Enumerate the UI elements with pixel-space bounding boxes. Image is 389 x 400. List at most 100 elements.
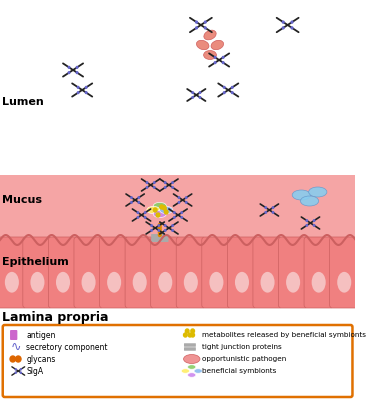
Circle shape bbox=[76, 72, 78, 74]
FancyBboxPatch shape bbox=[176, 237, 205, 308]
Circle shape bbox=[199, 96, 201, 98]
Circle shape bbox=[291, 21, 293, 23]
Ellipse shape bbox=[147, 206, 160, 214]
Ellipse shape bbox=[5, 272, 19, 293]
Circle shape bbox=[138, 197, 140, 198]
Circle shape bbox=[158, 234, 161, 236]
Circle shape bbox=[131, 202, 132, 203]
FancyBboxPatch shape bbox=[0, 237, 26, 308]
Ellipse shape bbox=[203, 50, 216, 60]
Circle shape bbox=[272, 212, 274, 213]
Circle shape bbox=[16, 356, 21, 362]
Ellipse shape bbox=[235, 272, 249, 293]
Circle shape bbox=[68, 72, 70, 74]
Circle shape bbox=[172, 186, 173, 188]
Circle shape bbox=[158, 225, 159, 226]
Circle shape bbox=[156, 213, 160, 217]
FancyBboxPatch shape bbox=[279, 237, 308, 308]
Circle shape bbox=[186, 202, 187, 203]
Ellipse shape bbox=[184, 272, 198, 293]
FancyBboxPatch shape bbox=[184, 343, 196, 347]
Circle shape bbox=[231, 92, 233, 94]
Ellipse shape bbox=[261, 272, 275, 293]
Circle shape bbox=[191, 329, 194, 333]
Circle shape bbox=[282, 27, 284, 29]
Circle shape bbox=[204, 21, 206, 23]
Ellipse shape bbox=[181, 369, 189, 373]
Text: ∿: ∿ bbox=[10, 340, 21, 354]
Circle shape bbox=[158, 231, 161, 234]
Circle shape bbox=[223, 92, 225, 94]
Circle shape bbox=[214, 62, 216, 64]
Ellipse shape bbox=[292, 190, 310, 200]
Circle shape bbox=[265, 212, 266, 213]
Circle shape bbox=[131, 197, 132, 198]
Circle shape bbox=[154, 182, 155, 183]
Text: opportunistic pathogen: opportunistic pathogen bbox=[202, 356, 286, 362]
Circle shape bbox=[191, 333, 194, 337]
Circle shape bbox=[76, 66, 78, 68]
FancyBboxPatch shape bbox=[227, 237, 257, 308]
Ellipse shape bbox=[300, 196, 319, 206]
Ellipse shape bbox=[187, 365, 196, 369]
Circle shape bbox=[86, 86, 87, 88]
Circle shape bbox=[151, 225, 152, 226]
Circle shape bbox=[314, 220, 315, 222]
Circle shape bbox=[178, 202, 180, 203]
Circle shape bbox=[146, 186, 148, 188]
Circle shape bbox=[20, 372, 21, 373]
Circle shape bbox=[77, 92, 79, 94]
Text: secretory component: secretory component bbox=[26, 342, 108, 352]
Circle shape bbox=[158, 224, 161, 226]
Ellipse shape bbox=[286, 272, 300, 293]
Circle shape bbox=[138, 202, 140, 203]
Circle shape bbox=[173, 212, 175, 214]
Circle shape bbox=[181, 212, 182, 214]
FancyBboxPatch shape bbox=[23, 237, 52, 308]
Circle shape bbox=[158, 228, 161, 232]
FancyBboxPatch shape bbox=[329, 237, 359, 308]
Ellipse shape bbox=[133, 272, 147, 293]
Ellipse shape bbox=[82, 272, 96, 293]
Ellipse shape bbox=[337, 272, 351, 293]
Circle shape bbox=[204, 27, 206, 29]
Ellipse shape bbox=[312, 272, 326, 293]
Circle shape bbox=[181, 217, 182, 218]
Circle shape bbox=[165, 210, 168, 214]
Circle shape bbox=[172, 225, 173, 226]
Circle shape bbox=[144, 212, 146, 214]
FancyBboxPatch shape bbox=[125, 237, 154, 308]
FancyBboxPatch shape bbox=[184, 347, 196, 351]
Ellipse shape bbox=[56, 272, 70, 293]
Circle shape bbox=[223, 62, 224, 64]
Circle shape bbox=[68, 66, 70, 68]
Ellipse shape bbox=[158, 272, 172, 293]
Circle shape bbox=[86, 92, 87, 94]
Text: tight junction proteins: tight junction proteins bbox=[202, 344, 282, 350]
Circle shape bbox=[15, 369, 16, 370]
Circle shape bbox=[173, 217, 175, 218]
FancyBboxPatch shape bbox=[202, 237, 231, 308]
Circle shape bbox=[165, 230, 166, 231]
FancyBboxPatch shape bbox=[151, 234, 168, 238]
Text: beneficial symbionts: beneficial symbionts bbox=[202, 368, 276, 374]
Text: Lumen: Lumen bbox=[2, 97, 44, 107]
Circle shape bbox=[199, 92, 201, 94]
Ellipse shape bbox=[194, 369, 202, 373]
Text: SIgA: SIgA bbox=[26, 366, 44, 376]
Ellipse shape bbox=[211, 40, 224, 50]
Ellipse shape bbox=[187, 373, 196, 377]
Circle shape bbox=[144, 217, 146, 218]
Circle shape bbox=[184, 333, 187, 337]
Circle shape bbox=[151, 230, 152, 231]
Circle shape bbox=[165, 186, 166, 188]
Circle shape bbox=[282, 21, 284, 23]
Ellipse shape bbox=[153, 210, 166, 218]
Circle shape bbox=[196, 27, 197, 29]
FancyBboxPatch shape bbox=[100, 237, 129, 308]
FancyBboxPatch shape bbox=[10, 330, 18, 340]
Circle shape bbox=[192, 92, 193, 94]
Circle shape bbox=[20, 369, 21, 370]
Ellipse shape bbox=[204, 30, 216, 40]
FancyBboxPatch shape bbox=[304, 237, 333, 308]
